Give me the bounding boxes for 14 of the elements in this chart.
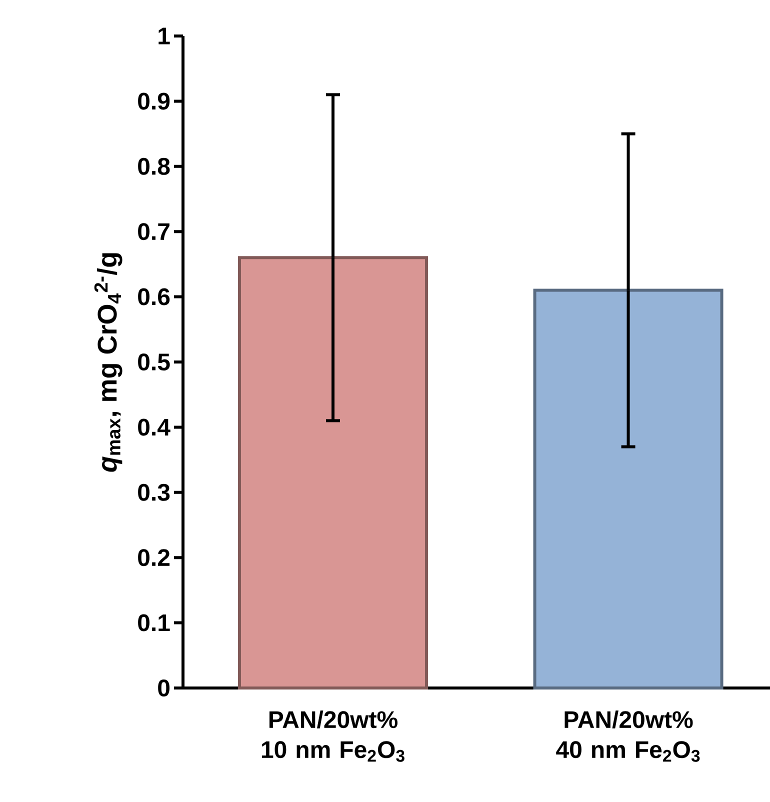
y-tick-label: 0.5 (138, 353, 170, 370)
y-axis-title: q$_{max}$, mg CrO$_{4}$$^{2-}$/g (94, 253, 122, 472)
y-tick-label: 0.2 (138, 549, 170, 566)
y-tick-label: 0.8 (138, 158, 170, 175)
x-tick-label: PAN/20wt% 10 nm Fe$_{2}$O$_{3}$ (262, 710, 404, 762)
y-tick-label: 0.3 (138, 484, 170, 501)
y-tick-label: 0.6 (138, 288, 170, 306)
y-tick-label: 0 (158, 679, 170, 696)
y-tick-label: 0.1 (138, 614, 170, 632)
y-tick-label: 1 (158, 28, 170, 44)
x-tick-label: PAN/20wt% 40 nm Fe$_{2}$O$_{3}$ (556, 710, 700, 762)
y-tick-label: 0.4 (138, 418, 170, 436)
y-tick-label: 0.7 (138, 223, 170, 240)
y-tick-label: 0.9 (138, 92, 170, 110)
